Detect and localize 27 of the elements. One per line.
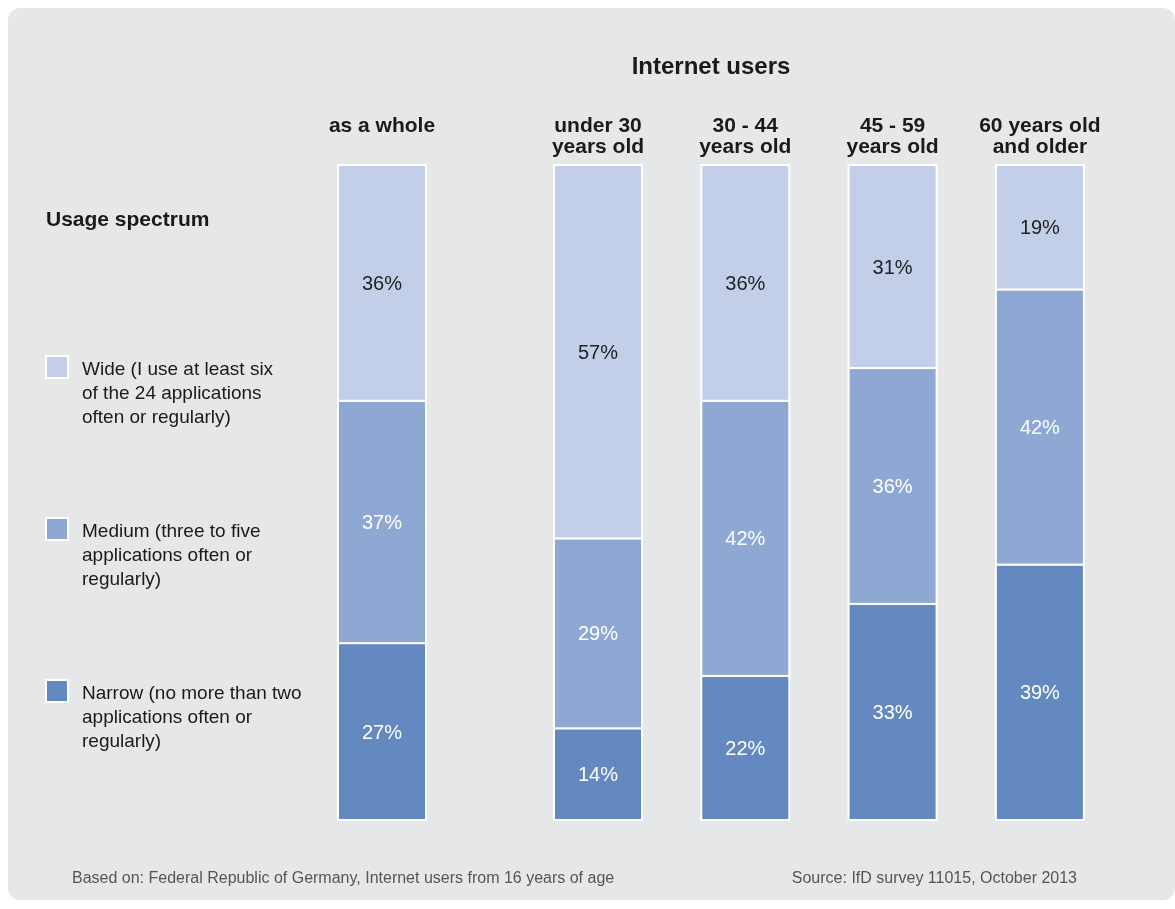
data-label: 22% bbox=[725, 736, 766, 759]
legend-label: Narrow (no more than two applications often or regularly) bbox=[82, 682, 302, 751]
x-tick-label: 30 - 44 years old bbox=[699, 113, 792, 157]
data-label: 36% bbox=[725, 271, 766, 294]
legend-label: Medium (three to five applications often or regularly) bbox=[82, 520, 261, 589]
text: Based on: Federal Republic of Germany, Internet users from 16 years of age bbox=[72, 869, 615, 886]
data-label: 36% bbox=[361, 271, 403, 294]
data-label: 33% bbox=[872, 700, 913, 723]
data-label: 42% bbox=[725, 527, 766, 550]
data-label: 31% bbox=[872, 255, 913, 278]
data-label: 37% bbox=[361, 510, 403, 533]
data-label: 19% bbox=[1019, 216, 1061, 239]
data-label: 42% bbox=[1019, 416, 1061, 438]
x-tick-label: under 30 years old bbox=[551, 113, 645, 157]
legend-label: Wide (I use at least six of the 24 applications often or regularly) bbox=[82, 358, 274, 427]
data-label: 14% bbox=[577, 763, 619, 786]
source-note: Source: IfD survey 11015, October 2013 bbox=[791, 869, 1078, 886]
data-label: 36% bbox=[872, 474, 913, 497]
chart-title: Internet users bbox=[631, 52, 791, 79]
x-tick-label: as a whole bbox=[328, 113, 436, 136]
legend-title: Usage spectrum bbox=[46, 207, 210, 230]
x-tick-label: 60 years old and older bbox=[979, 113, 1101, 157]
data-label: 29% bbox=[577, 622, 619, 645]
data-label: 39% bbox=[1019, 681, 1061, 704]
data-label: 27% bbox=[361, 720, 403, 743]
x-tick-label: 45 - 59 years old bbox=[846, 113, 939, 157]
data-label: 57% bbox=[577, 340, 619, 363]
